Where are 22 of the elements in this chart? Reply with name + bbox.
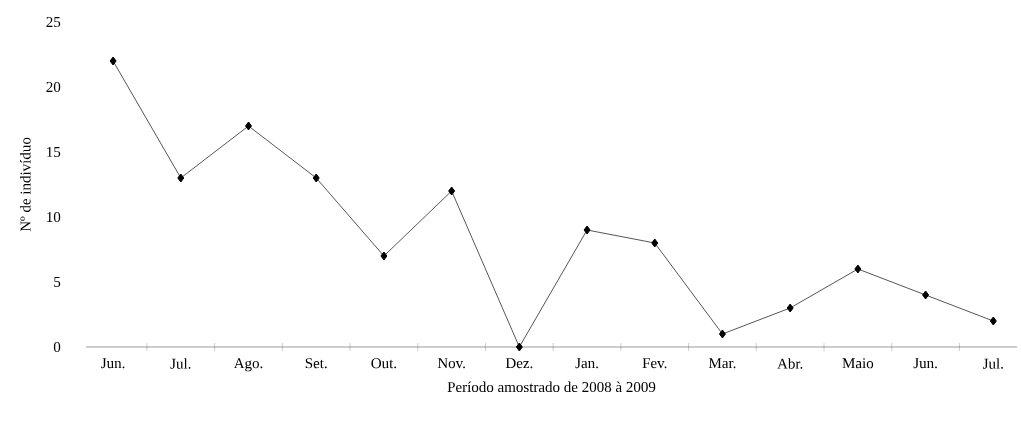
x-tick-label: Jun.	[913, 358, 937, 369]
x-tick-label: Fev.	[642, 358, 667, 369]
x-tick-label: Dez.	[505, 358, 533, 369]
y-tick-label: 10	[47, 211, 61, 223]
x-tick-label: Mar.	[708, 358, 736, 369]
x-tick-label: Jul.	[982, 358, 1003, 369]
y-tick-label: 5	[54, 277, 61, 287]
y-tick-label: 25	[46, 16, 61, 28]
x-tick-label: Ago.	[233, 358, 263, 372]
x-tick-label: Jul.	[170, 358, 191, 369]
x-tick-label: Nov.	[437, 358, 465, 369]
x-tick-label: Set.	[305, 358, 327, 369]
x-tick-label: Jun.	[101, 358, 125, 369]
x-tick-label: Abr.	[777, 358, 803, 369]
y-axis-title: Nº de indivíduo	[20, 137, 31, 232]
x-tick-label: Jan.	[575, 358, 598, 369]
x-axis-title: Período amostrado de 2008 à 2009	[447, 381, 656, 393]
y-tick-label: 20	[46, 81, 61, 93]
y-tick-label: 0	[53, 341, 61, 353]
x-tick-label: Maio	[842, 358, 874, 369]
x-tick-label: Out.	[371, 358, 397, 369]
y-tick-label: 15	[47, 146, 61, 158]
